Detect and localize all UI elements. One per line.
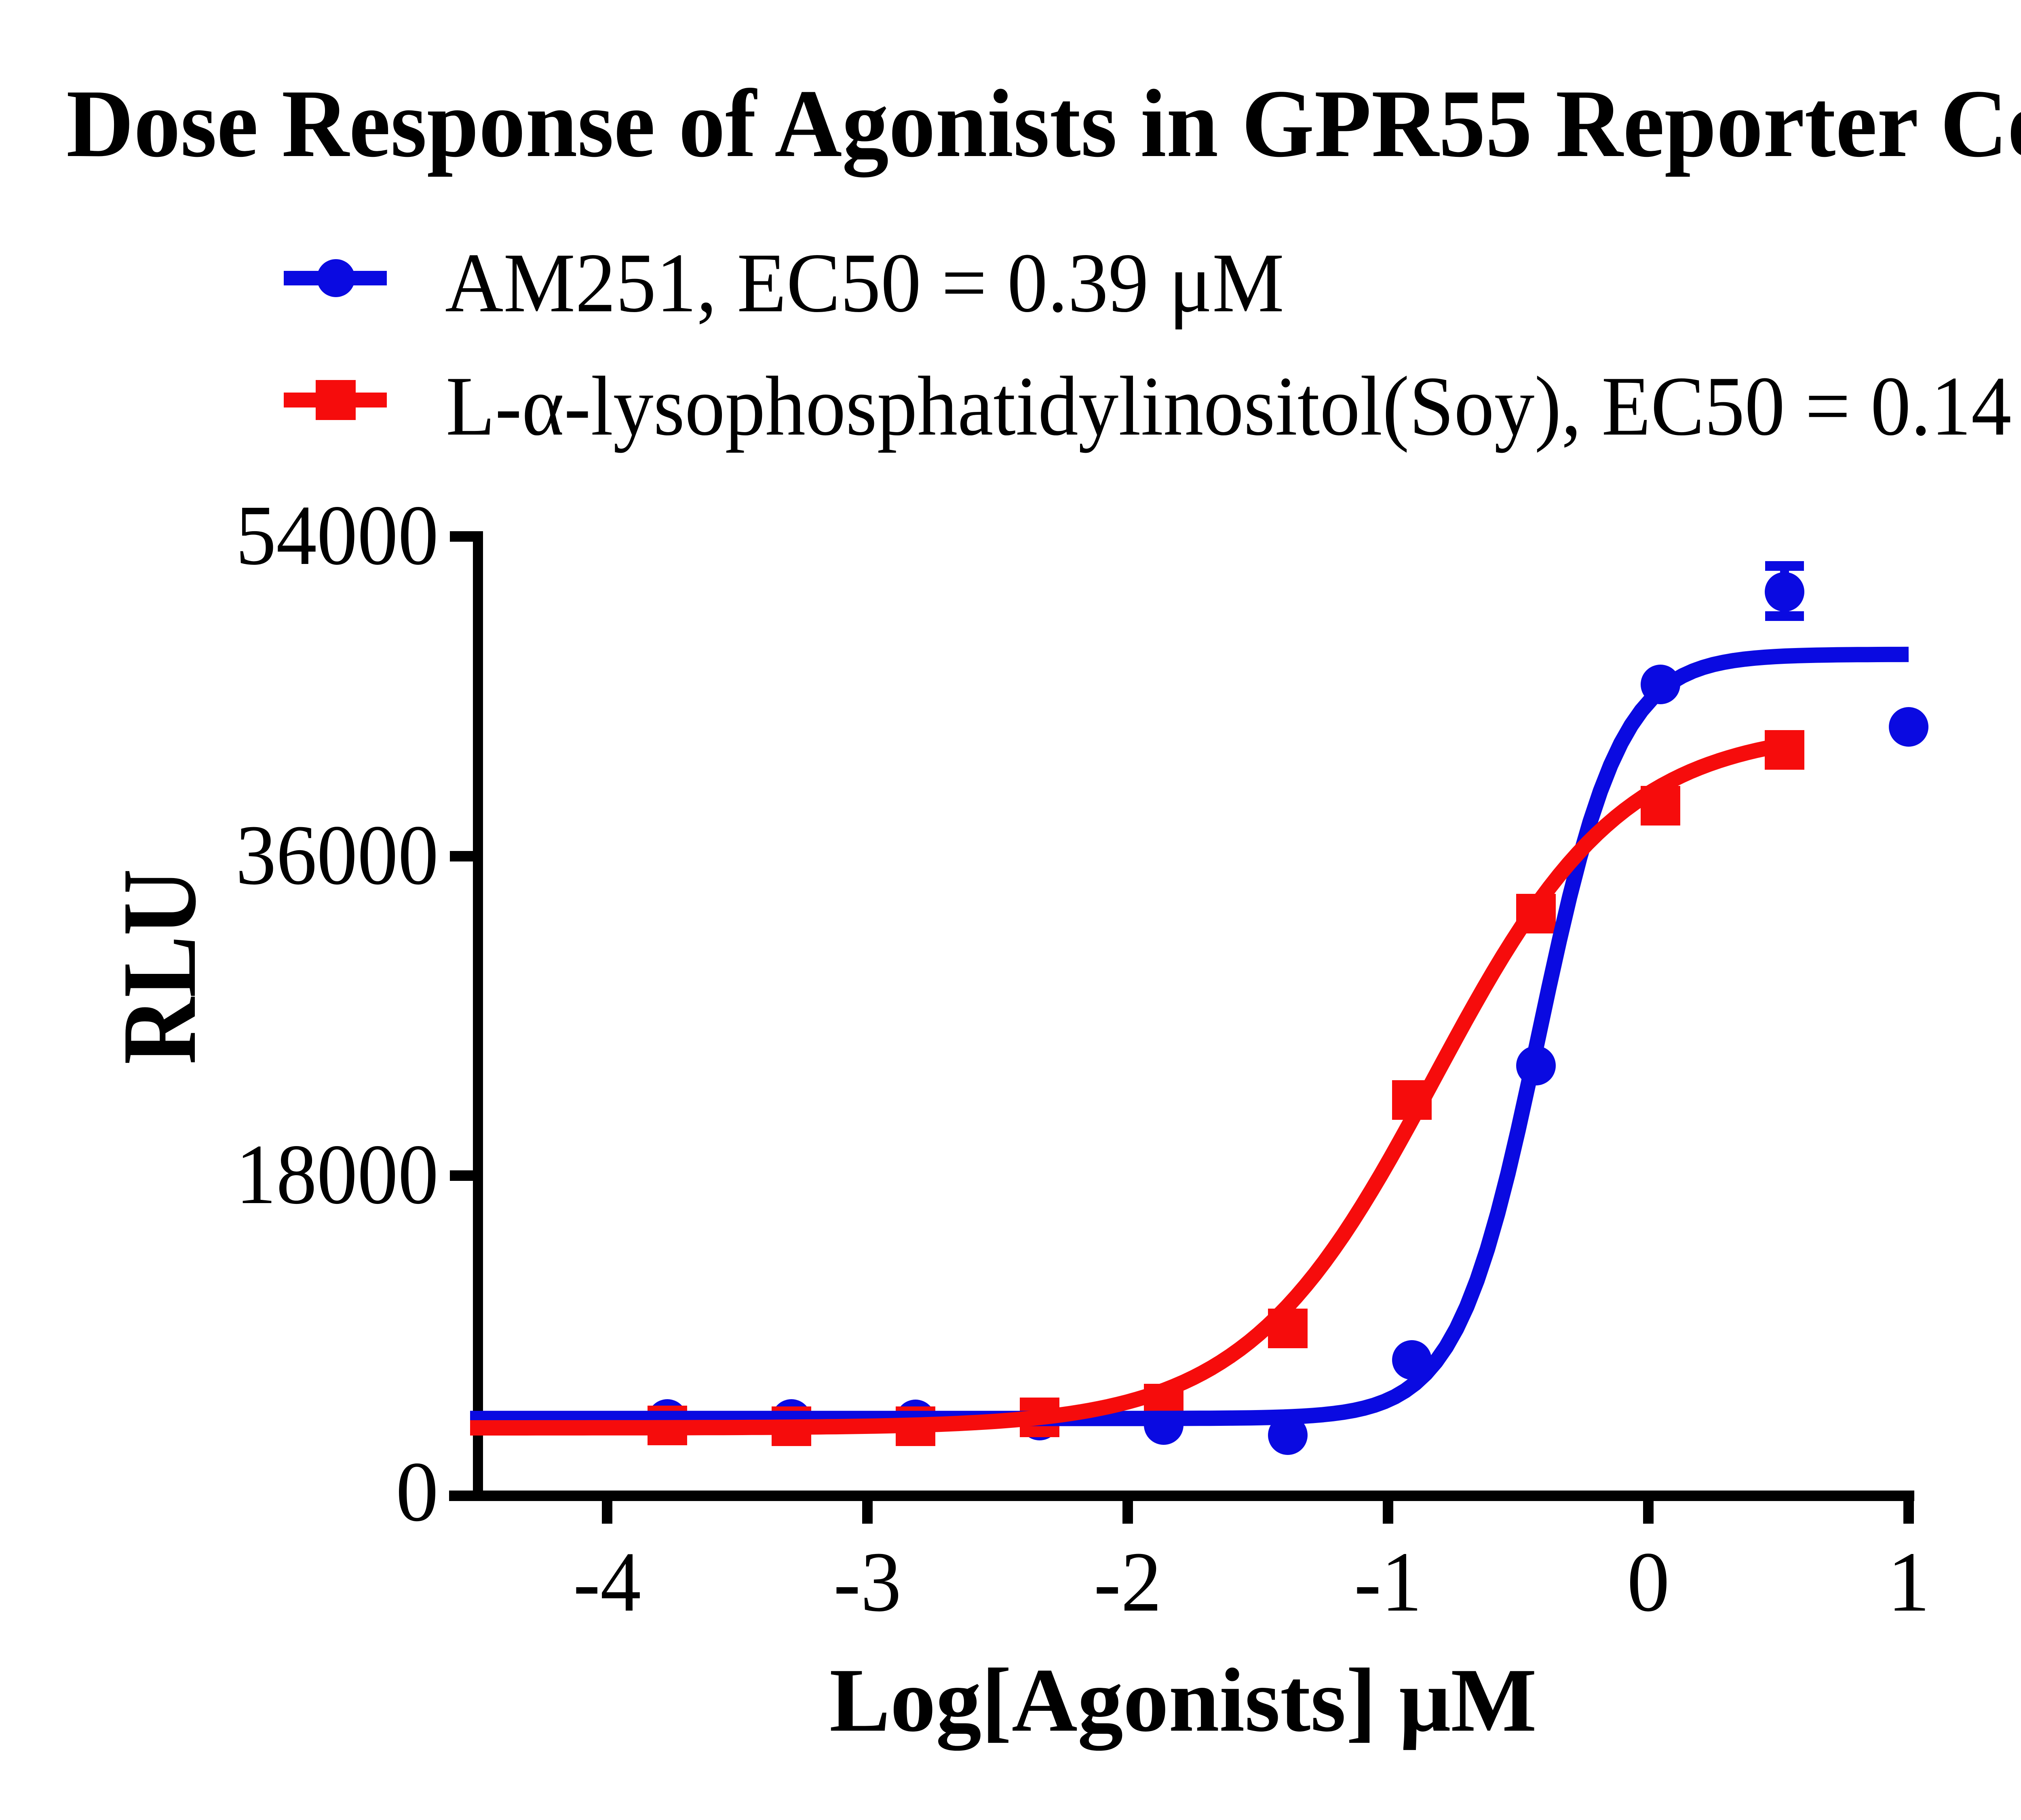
svg-text:L-α-lysophosphatidylinositol(S: L-α-lysophosphatidylinositol(Soy), EC50 … bbox=[446, 359, 2021, 453]
svg-text:-2: -2 bbox=[1094, 1534, 1162, 1629]
svg-text:18000: 18000 bbox=[236, 1127, 439, 1222]
svg-text:-4: -4 bbox=[573, 1534, 641, 1629]
svg-text:1: 1 bbox=[1887, 1534, 1930, 1629]
svg-text:Dose Response of Agonists in G: Dose Response of Agonists in GPR55 Repor… bbox=[66, 70, 2021, 177]
svg-text:54000: 54000 bbox=[236, 488, 439, 583]
svg-text:-1: -1 bbox=[1354, 1534, 1422, 1629]
svg-text:36000: 36000 bbox=[236, 807, 439, 902]
svg-text:RLU: RLU bbox=[101, 869, 218, 1064]
svg-text:Log[Agonists] μM: Log[Agonists] μM bbox=[829, 1649, 1537, 1751]
svg-text:-3: -3 bbox=[833, 1534, 901, 1629]
svg-text:0: 0 bbox=[396, 1444, 439, 1539]
svg-text:AM251, EC50 = 0.39 μM: AM251, EC50 = 0.39 μM bbox=[445, 236, 1284, 330]
svg-text:0: 0 bbox=[1627, 1534, 1670, 1629]
